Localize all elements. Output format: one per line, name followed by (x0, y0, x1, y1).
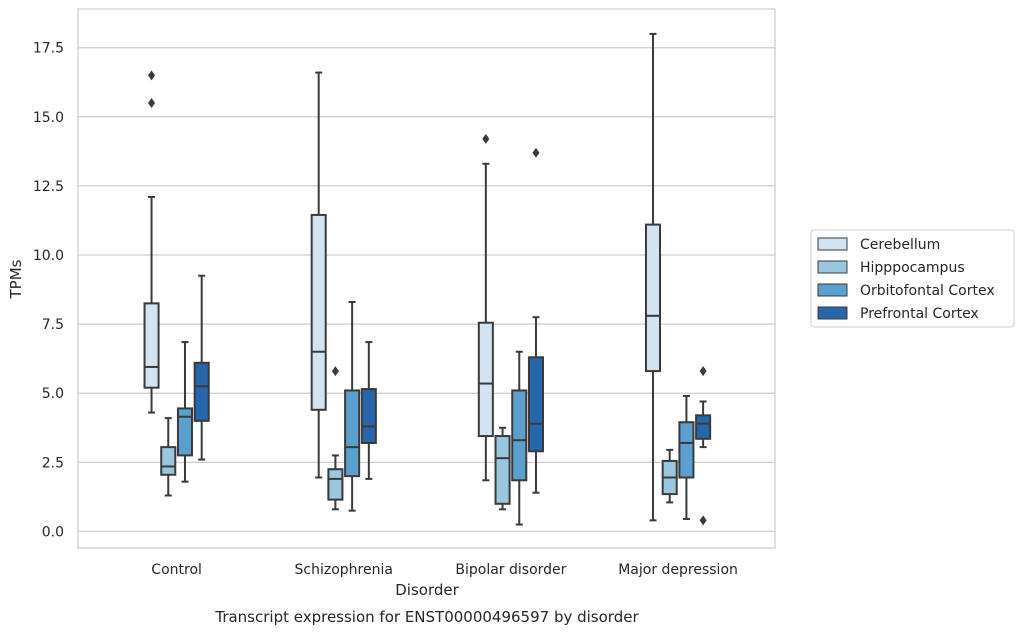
box-2-1 (494, 426, 511, 511)
box-3-0 (644, 32, 662, 522)
outlier-point (699, 366, 707, 377)
chart-caption: Transcript expression for ENST0000049659… (214, 608, 639, 626)
y-axis-title: TPMs (7, 259, 25, 299)
y-tick-labels: 0.0 2.5 5.0 7.5 10.0 12.5 15.0 17.5 (33, 41, 64, 541)
box-series (143, 32, 712, 526)
box-2-0 (477, 133, 494, 482)
y-tick-label: 15.0 (33, 110, 64, 126)
plot-frame (77, 8, 776, 549)
outlier-point (699, 515, 707, 526)
outlier-point (482, 133, 490, 144)
y-tick-label: 12.5 (33, 179, 64, 195)
x-tick-label: Major depression (618, 562, 738, 578)
box-1-2 (344, 300, 361, 512)
box-1-3 (360, 341, 377, 480)
x-axis-title: Disorder (395, 581, 459, 599)
box-0-0 (143, 70, 160, 414)
legend-frame (810, 229, 1015, 328)
x-tick-labels: Control Schizophrenia Bipolar disorder Majo… (151, 562, 738, 578)
iqr-box (344, 389, 361, 478)
box-0-3 (193, 274, 210, 461)
legend-swatch (817, 260, 848, 274)
y-tick-label: 10.0 (33, 248, 64, 264)
iqr-box (143, 302, 160, 389)
iqr-box (160, 446, 177, 476)
iqr-box (511, 389, 528, 482)
legend-swatch (817, 306, 848, 320)
legend-label: Prefrontal Cortex (860, 306, 979, 322)
y-tick-label: 5.0 (42, 386, 64, 402)
legend: Cerebellum Hipppocampus Orbitofontal Corte… (810, 229, 1015, 328)
outlier-point (148, 97, 156, 108)
y-tick-label: 7.5 (42, 317, 64, 333)
iqr-box (678, 421, 695, 479)
legend-swatch (817, 283, 848, 297)
box-3-1 (661, 448, 678, 504)
legend-label: Orbitofontal Cortex (860, 283, 995, 299)
iqr-box (193, 361, 210, 422)
iqr-box (477, 321, 494, 438)
box-0-2 (176, 341, 193, 483)
iqr-box (360, 388, 377, 444)
box-2-3 (527, 147, 545, 494)
legend-swatch (817, 237, 848, 251)
box-2-2 (511, 350, 528, 526)
iqr-box (494, 435, 511, 505)
box-3-3 (695, 366, 712, 526)
outlier-point (331, 366, 339, 377)
x-tick-label: Schizophrenia (295, 562, 393, 578)
box-1-1 (327, 366, 344, 511)
legend-label: Hipppocampus (860, 260, 965, 276)
iqr-box (644, 223, 662, 373)
x-tick-label: Bipolar disorder (455, 562, 566, 578)
y-tick-label: 17.5 (33, 41, 64, 57)
iqr-box (695, 414, 712, 440)
box-0-1 (160, 417, 177, 497)
x-tick-label: Control (151, 562, 202, 578)
y-tick-label: 2.5 (42, 455, 64, 471)
iqr-box (310, 213, 327, 411)
box-3-2 (678, 394, 695, 520)
outlier-point (148, 70, 156, 81)
legend-label: Cerebellum (860, 237, 940, 253)
outlier-point (532, 147, 540, 158)
box-1-0 (310, 71, 327, 479)
iqr-box (327, 468, 344, 501)
iqr-box (527, 356, 545, 453)
y-tick-label: 0.0 (42, 524, 64, 540)
iqr-box (176, 407, 193, 457)
